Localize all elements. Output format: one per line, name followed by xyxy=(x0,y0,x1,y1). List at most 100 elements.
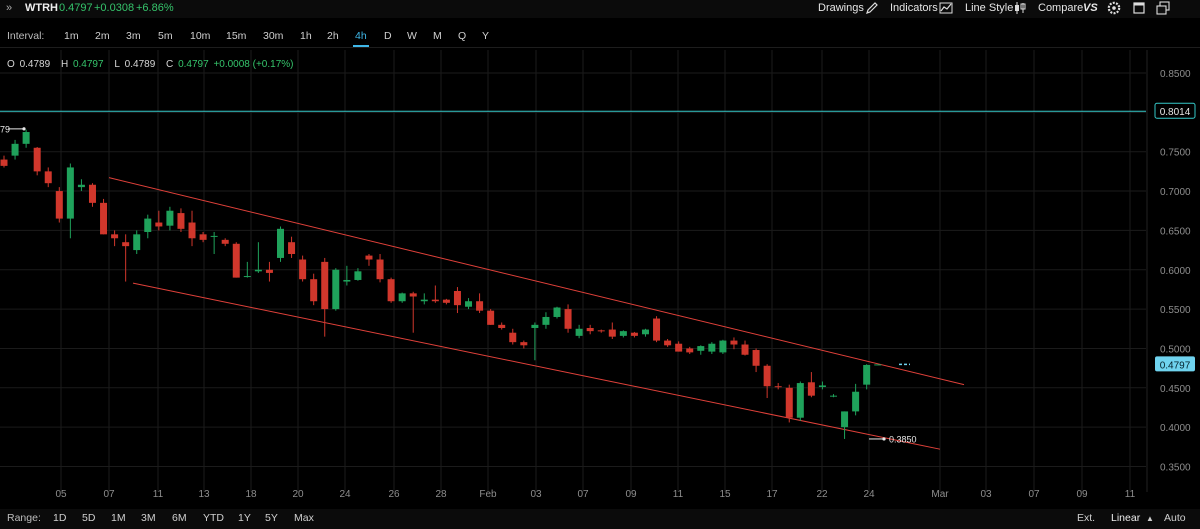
candle-body xyxy=(774,386,782,388)
interval-1m[interactable]: 1m xyxy=(64,30,79,42)
interval-m[interactable]: M xyxy=(433,30,442,42)
interval-10m[interactable]: 10m xyxy=(190,30,211,42)
range-3m[interactable]: 3M xyxy=(141,512,156,524)
multi-window-icon[interactable] xyxy=(1156,1,1170,15)
interval-2m[interactable]: 2m xyxy=(95,30,110,42)
symbol-label[interactable]: WTRH xyxy=(25,2,58,14)
range-1m[interactable]: 1M xyxy=(111,512,126,524)
candle-body xyxy=(752,350,760,366)
candle-body xyxy=(465,301,473,307)
close-change: +0.0008 (+0.17%) xyxy=(213,59,294,70)
y-tick-label: 0.6500 xyxy=(1160,226,1191,237)
candles-icon[interactable] xyxy=(1013,1,1027,15)
x-tick-label: 11 xyxy=(153,489,164,500)
candle-body xyxy=(44,171,52,184)
interval-15m[interactable]: 15m xyxy=(226,30,247,42)
line-style-menu[interactable]: Line Style xyxy=(965,2,1014,14)
candle-body xyxy=(564,309,572,329)
candle-body xyxy=(332,269,340,310)
single-window-icon[interactable] xyxy=(1132,1,1146,15)
interval-1h[interactable]: 1h xyxy=(300,30,312,42)
interval-w[interactable]: W xyxy=(407,30,417,42)
range-5y[interactable]: 5Y xyxy=(265,512,278,524)
settings-icon[interactable] xyxy=(1107,1,1121,15)
candle-body xyxy=(111,234,119,239)
candle-body xyxy=(398,293,406,302)
candle-body xyxy=(498,324,506,328)
range-1y[interactable]: 1Y xyxy=(238,512,251,524)
interval-y[interactable]: Y xyxy=(482,30,490,42)
candle-body xyxy=(66,167,74,219)
auto-scale-toggle[interactable]: Auto xyxy=(1164,512,1186,524)
low-value: 0.4789 xyxy=(124,59,156,70)
last-price: 0.4797 xyxy=(59,2,93,14)
expand-icon[interactable]: » xyxy=(6,2,13,14)
ohlc-readout: O 0.4789 H 0.4797 L 0.4789 C 0.4797 +0.0… xyxy=(7,59,296,70)
caret-up-icon[interactable]: ▲ xyxy=(1146,514,1154,523)
price-change-pct: +6.86% xyxy=(136,2,174,14)
interval-d[interactable]: D xyxy=(384,30,392,42)
compare-menu[interactable]: Compare xyxy=(1038,2,1084,14)
candle-body xyxy=(144,218,152,232)
x-tick-label: 26 xyxy=(388,489,400,500)
y-tick-label: 0.5500 xyxy=(1160,305,1191,316)
x-tick-label: 13 xyxy=(198,489,210,500)
candle-body xyxy=(33,147,41,172)
x-tick-label: 20 xyxy=(292,489,304,500)
bottom-bar: Range: 1D 5D 1M 3M 6M YTD 1Y 5Y Max Ext.… xyxy=(0,509,1200,529)
low-marker-dot xyxy=(882,437,886,441)
ext-toggle[interactable]: Ext. xyxy=(1077,512,1096,524)
x-tick-label: 18 xyxy=(245,489,257,500)
candle-body xyxy=(741,344,749,355)
interval-4h[interactable]: 4h xyxy=(355,30,367,42)
range-max[interactable]: Max xyxy=(294,512,314,524)
candle-body xyxy=(641,329,649,335)
candle-body xyxy=(122,242,130,247)
compare-vs-icon[interactable]: VS xyxy=(1083,2,1098,14)
active-interval-indicator xyxy=(353,45,369,47)
interval-bar: Interval: 1m 2m 3m 5m 10m 15m 30m 1h 2h … xyxy=(0,26,1200,47)
candle-body xyxy=(100,202,108,235)
range-label: Range: xyxy=(7,512,41,524)
range-5d[interactable]: 5D xyxy=(82,512,96,524)
x-tick-label: 24 xyxy=(863,489,875,500)
range-1d[interactable]: 1D xyxy=(53,512,67,524)
range-6m[interactable]: 6M xyxy=(172,512,187,524)
candle-body xyxy=(597,330,605,332)
interval-2h[interactable]: 2h xyxy=(327,30,339,42)
interval-5m[interactable]: 5m xyxy=(158,30,173,42)
pencil-icon[interactable] xyxy=(865,1,879,15)
candle-body xyxy=(343,279,351,282)
candle-body xyxy=(354,271,362,280)
candle-body xyxy=(243,276,251,278)
interval-q[interactable]: Q xyxy=(458,30,467,42)
candle-body xyxy=(155,222,163,227)
drawings-menu[interactable]: Drawings xyxy=(818,2,864,14)
interval-30m[interactable]: 30m xyxy=(263,30,284,42)
y-tick-label: 0.7000 xyxy=(1160,187,1191,198)
toolbar-divider xyxy=(0,47,1200,48)
range-ytd[interactable]: YTD xyxy=(203,512,224,524)
indicators-menu[interactable]: Indicators xyxy=(890,2,938,14)
interval-3m[interactable]: 3m xyxy=(126,30,141,42)
candle-body xyxy=(575,328,583,336)
candle-body xyxy=(431,299,439,302)
level-price-tag xyxy=(1154,102,1196,119)
candle-body xyxy=(830,395,837,397)
candle-body xyxy=(376,259,384,280)
y-tick-label: 0.8500 xyxy=(1160,69,1191,80)
x-tick-label: Mar xyxy=(931,489,949,500)
candle-body xyxy=(166,210,174,226)
scale-select[interactable]: Linear xyxy=(1111,512,1141,524)
trend-icon[interactable] xyxy=(939,1,953,15)
candle-body xyxy=(232,243,240,278)
y-tick-label: 0.4000 xyxy=(1160,423,1191,434)
y-tick-label: 0.6000 xyxy=(1160,266,1191,277)
x-tick-label: 07 xyxy=(577,489,589,500)
candle-body xyxy=(88,184,96,203)
candle-body xyxy=(177,213,185,229)
candle-body xyxy=(254,269,262,272)
candle-body xyxy=(697,346,705,351)
candle-body xyxy=(520,342,528,346)
